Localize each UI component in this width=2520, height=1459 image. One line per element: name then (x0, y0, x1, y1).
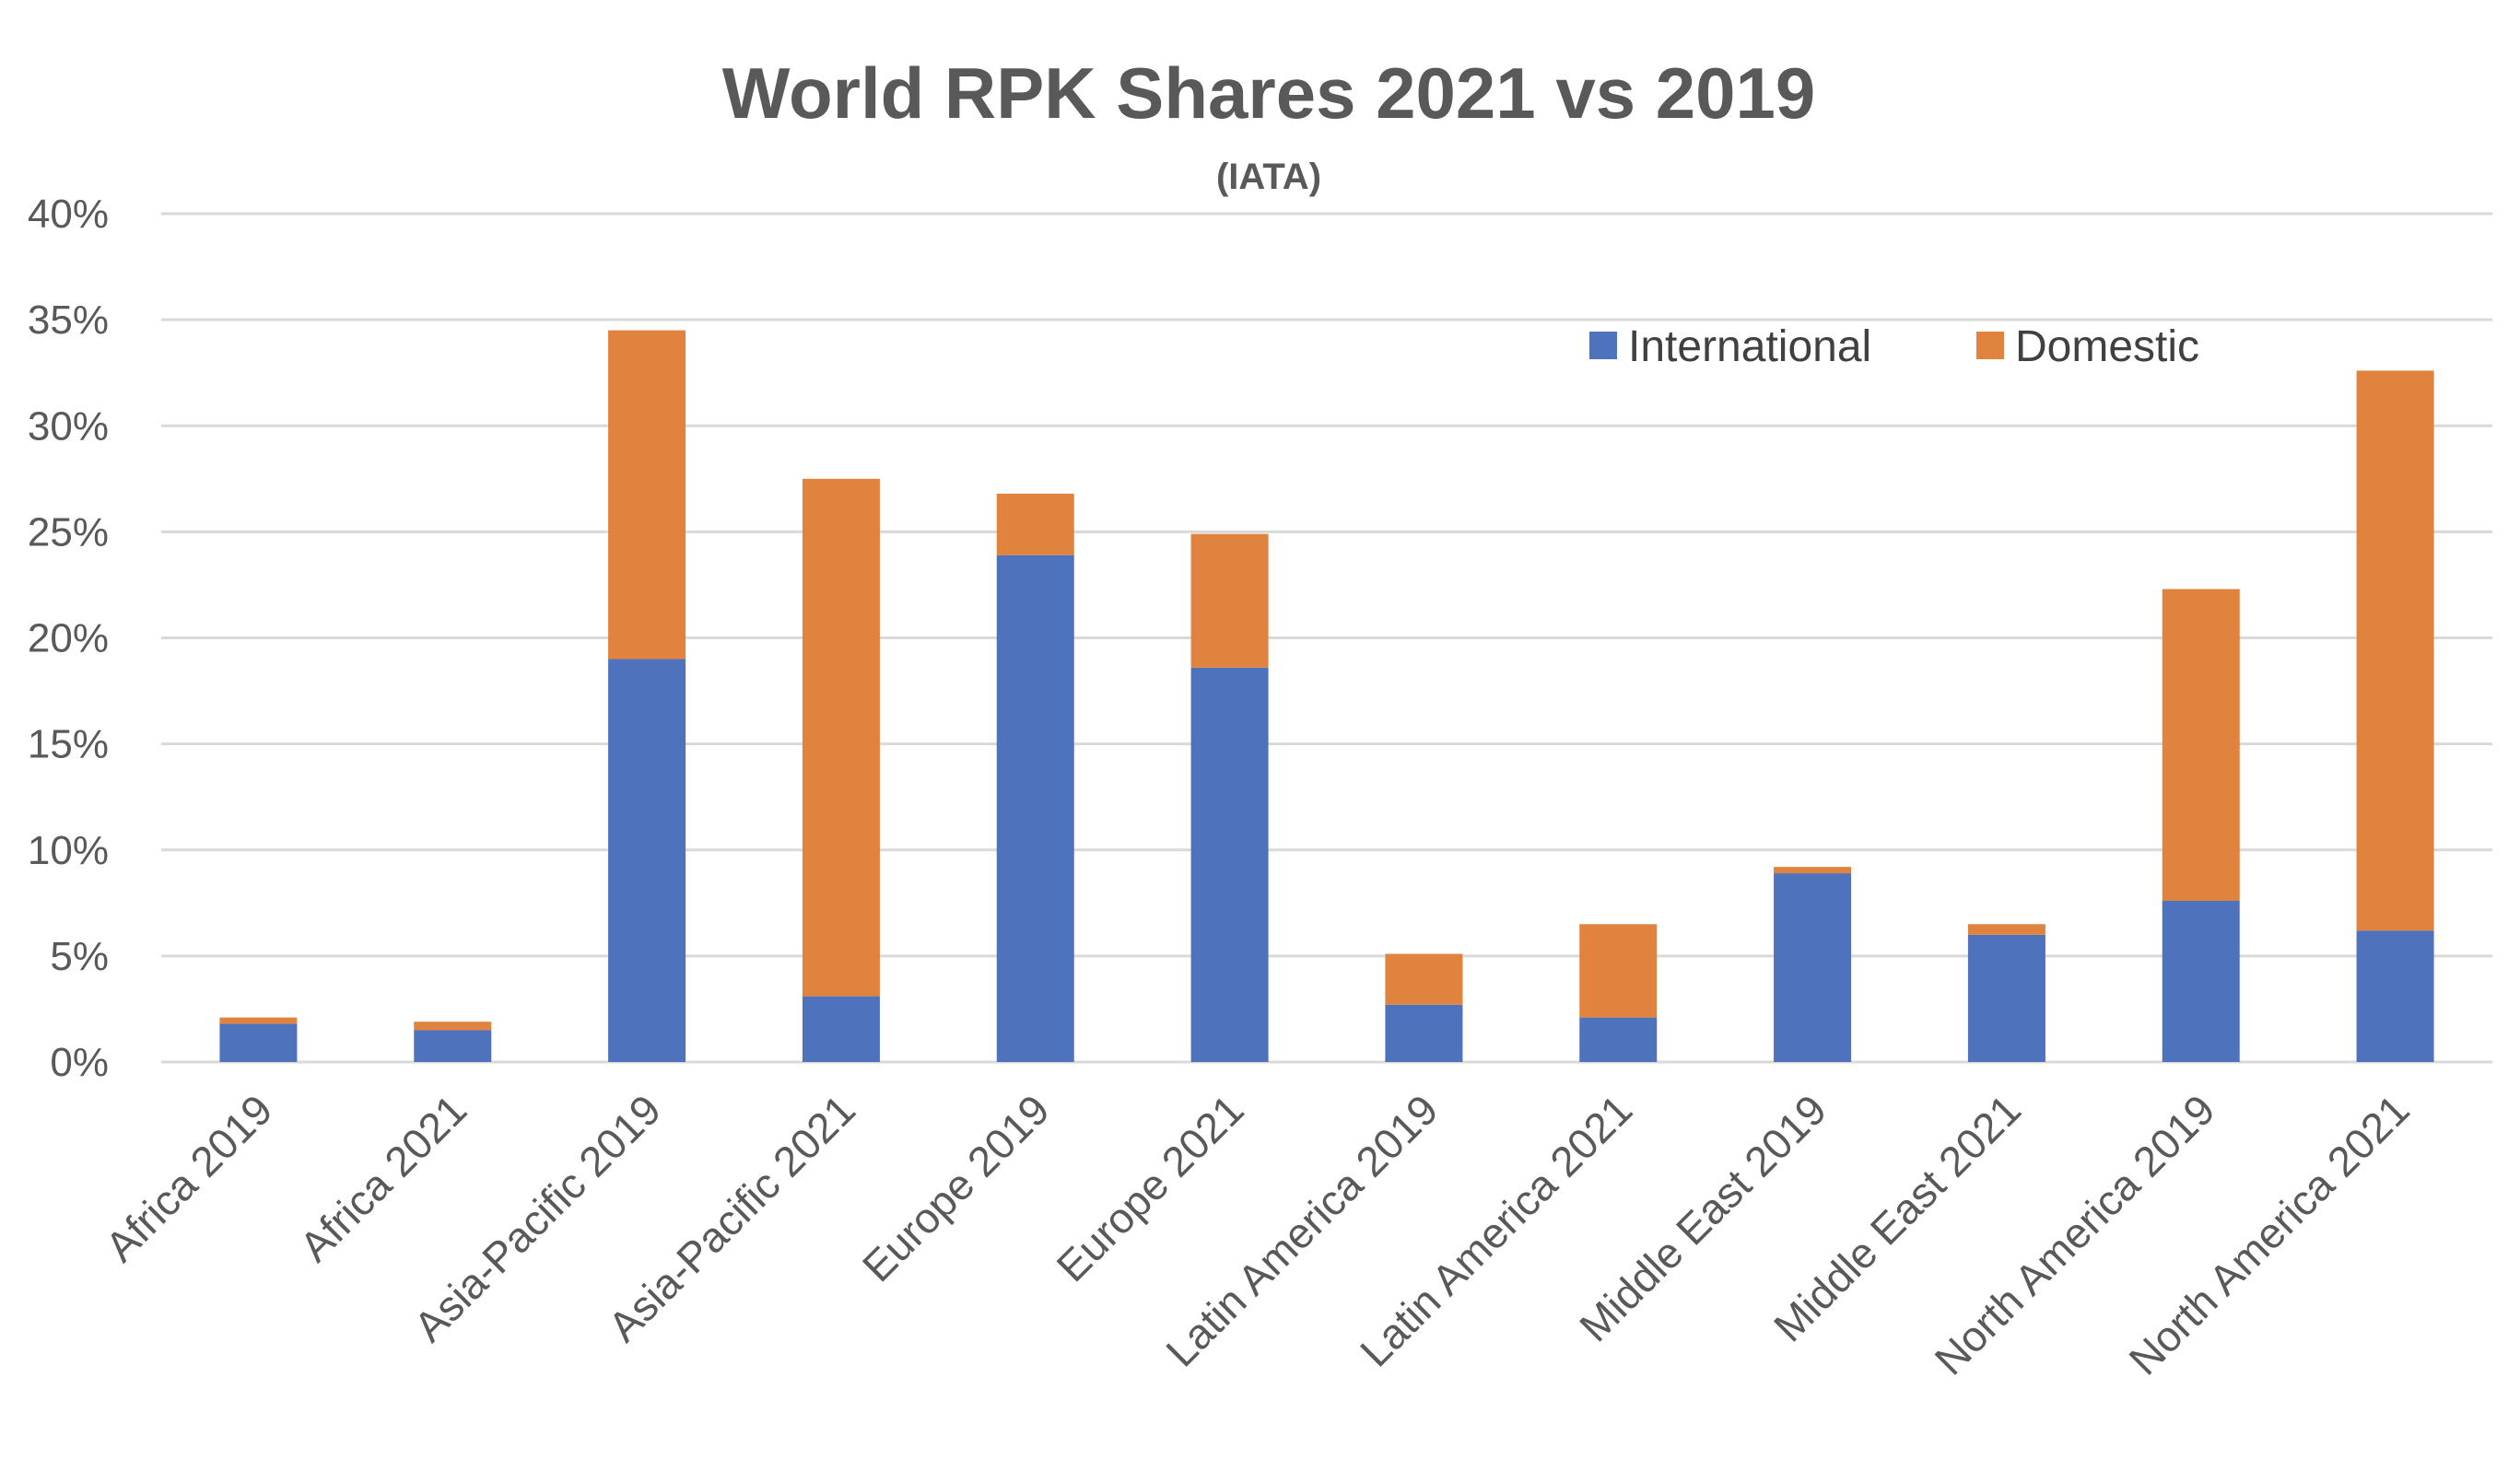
chart-subtitle: (IATA) (1216, 157, 1321, 197)
legend-swatch-domestic (1976, 332, 2004, 359)
bar-international-latin-america-2021 (1579, 1017, 1658, 1062)
legend-label-domestic: Domestic (2015, 322, 2199, 371)
y-tick-label: 20% (28, 616, 109, 661)
bar-domestic-latin-america-2019 (1385, 953, 1463, 1005)
y-tick-label: 35% (28, 298, 109, 343)
x-tick-label: Africa 2021 (290, 1085, 475, 1270)
y-tick-label: 15% (28, 722, 109, 767)
bar-international-asia-pacific-2019 (608, 659, 686, 1062)
bars (219, 330, 2434, 1062)
legend: International Domestic (1589, 322, 2199, 371)
bar-international-europe-2021 (1190, 667, 1269, 1062)
gridlines (161, 212, 2492, 1064)
bar-domestic-latin-america-2021 (1579, 924, 1658, 1018)
y-tick-label: 0% (50, 1040, 109, 1085)
bar-international-latin-america-2019 (1385, 1004, 1463, 1062)
bar-international-asia-pacific-2021 (802, 996, 880, 1062)
bar-domestic-asia-pacific-2019 (608, 330, 686, 659)
bar-international-europe-2019 (996, 554, 1074, 1062)
y-tick-label: 25% (28, 509, 109, 554)
legend-label-international: International (1628, 322, 1871, 371)
bar-domestic-middle-east-2021 (1967, 924, 2045, 935)
bar-domestic-africa-2021 (414, 1021, 492, 1031)
bar-international-north-america-2019 (2162, 901, 2240, 1062)
bar-international-middle-east-2021 (1967, 934, 2045, 1062)
y-tick-label: 10% (28, 828, 109, 873)
bar-international-africa-2021 (414, 1030, 492, 1062)
y-tick-label: 40% (28, 192, 109, 237)
x-tick-label: Africa 2019 (96, 1085, 281, 1270)
bar-domestic-africa-2019 (219, 1017, 298, 1024)
legend-swatch-international (1589, 332, 1617, 359)
bar-domestic-asia-pacific-2021 (802, 478, 880, 997)
chart-title: World RPK Shares 2021 vs 2019 (722, 53, 1816, 134)
bar-domestic-europe-2021 (1190, 533, 1269, 668)
x-tick-label: Europe 2021 (1048, 1085, 1253, 1290)
y-axis-ticks: 0% 5% 10% 15% 20% 25% 30% 35% 40% (28, 192, 109, 1085)
bar-domestic-europe-2019 (996, 493, 1074, 555)
y-tick-label: 30% (28, 403, 109, 449)
bar-domestic-north-america-2019 (2162, 589, 2240, 902)
bar-domestic-middle-east-2019 (1774, 867, 1852, 874)
x-tick-label: Europe 2019 (853, 1085, 1059, 1290)
bar-domestic-north-america-2021 (2356, 370, 2434, 931)
bar-international-africa-2019 (219, 1023, 298, 1062)
bar-international-north-america-2021 (2356, 930, 2434, 1062)
bar-international-middle-east-2019 (1774, 873, 1852, 1062)
y-tick-label: 5% (50, 934, 109, 979)
